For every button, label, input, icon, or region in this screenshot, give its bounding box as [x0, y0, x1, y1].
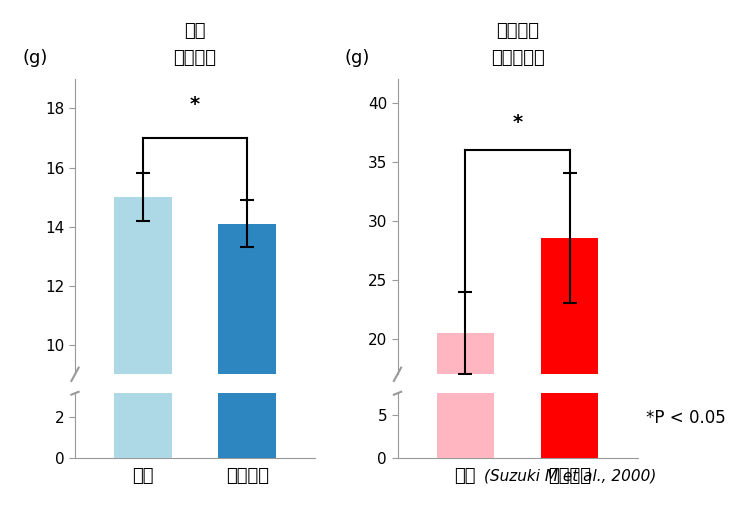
- Text: 脂肪組織: 脂肪組織: [496, 23, 539, 41]
- Text: 筋肉: 筋肉: [184, 23, 206, 41]
- Bar: [436, 333, 494, 526]
- Bar: [541, 238, 598, 526]
- Text: *: *: [512, 113, 523, 132]
- Bar: [114, 197, 172, 526]
- Bar: [114, 156, 172, 458]
- Text: *: *: [190, 95, 200, 114]
- Text: （下肢）: （下肢）: [173, 49, 217, 67]
- Text: (Suzuki M et al., 2000): (Suzuki M et al., 2000): [484, 469, 656, 483]
- Bar: [436, 281, 494, 458]
- Bar: [218, 224, 276, 526]
- Text: (g): (g): [345, 49, 370, 67]
- Bar: [541, 213, 598, 458]
- Text: *P < 0.05: *P < 0.05: [646, 409, 726, 427]
- Bar: [218, 174, 276, 458]
- Text: （腹腔内）: （腹腔内）: [490, 49, 544, 67]
- Text: (g): (g): [22, 49, 47, 67]
